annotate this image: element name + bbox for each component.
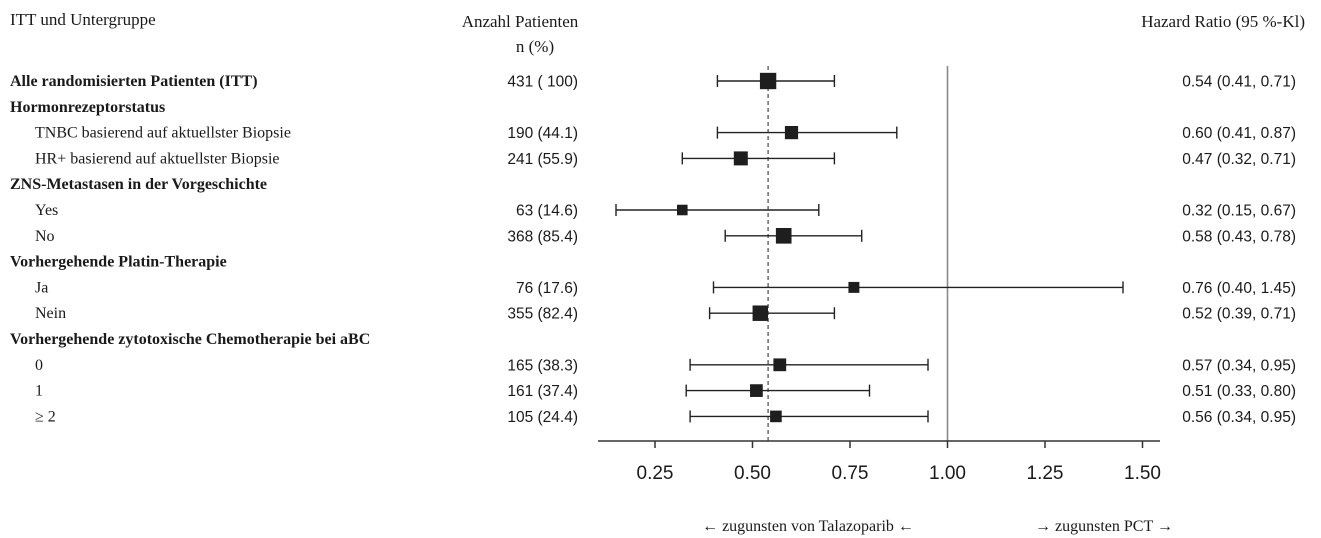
hazard-ratio-ci: 0.52 (0.39, 0.71) (1182, 306, 1296, 323)
subgroup-label: Yes (35, 202, 58, 219)
hazard-ratio-point (752, 305, 769, 321)
hazard-ratio-ci: 0.47 (0.32, 0.71) (1182, 151, 1296, 168)
x-tick-label: 1.25 (1027, 463, 1064, 484)
subgroup-label: 0 (35, 357, 43, 374)
patient-count: 241 (55.9) (507, 151, 578, 168)
plot-layer: 0.25 0.50 0.75 1.00 1.25 1.50 (598, 66, 1161, 484)
patient-count: 431 ( 100) (507, 74, 578, 91)
patient-count: 355 (82.4) (507, 306, 578, 323)
x-tick-label: 0.75 (832, 463, 869, 484)
patient-count: 161 (37.4) (507, 383, 578, 400)
group-heading: Alle randomisierten Patienten (ITT) (10, 73, 258, 90)
n-percent-header: n (%) (516, 37, 554, 56)
patient-count: 165 (38.3) (507, 357, 578, 374)
favors-pct-label: → zugunsten PCT → (1035, 518, 1173, 535)
subgroup-label: TNBC basierend auf aktuellster Biopsie (35, 125, 291, 142)
group-heading: Hormonrezeptorstatus (10, 99, 165, 116)
hazard-ratio-ci: 0.56 (0.34, 0.95) (1182, 409, 1296, 426)
subgroup-label: Nein (35, 305, 66, 322)
hazard-ratio-ci: 0.32 (0.15, 0.67) (1182, 203, 1296, 220)
group-heading: Vorhergehende zytotoxische Chemotherapie… (10, 331, 370, 348)
x-tick-label: 0.50 (734, 463, 771, 484)
n-header: Anzahl Patienten (462, 12, 579, 31)
subgroup-label: 1 (35, 383, 43, 400)
hazard-ratio-point (677, 204, 688, 216)
hazard-ratio-ci: 0.51 (0.33, 0.80) (1182, 383, 1296, 400)
group-heading: ZNS-Metastasen in der Vorgeschichte (10, 176, 267, 193)
hazard-ratio-point (784, 125, 799, 140)
patient-count: 105 (24.4) (507, 409, 578, 426)
hazard-ratio-point (848, 281, 860, 293)
subgroup-header: ITT und Untergruppe (10, 10, 156, 29)
group-heading: Vorhergehende Platin-Therapie (10, 254, 227, 271)
patient-count: 63 (14.6) (516, 203, 578, 220)
subgroup-label: ≥ 2 (35, 408, 56, 425)
hazard-ratio-point (770, 410, 782, 423)
subgroup-label: HR+ basierend auf aktuellster Biopsie (35, 150, 280, 167)
favors-talazoparib-label: ← zugunsten von Talazoparib ← (702, 518, 914, 535)
subgroup-label: No (35, 228, 55, 245)
hazard-ratio-ci: 0.60 (0.41, 0.87) (1182, 125, 1296, 142)
x-tick-label: 1.00 (929, 463, 966, 484)
hazard-ratio-point (733, 151, 748, 166)
patient-count: 368 (85.4) (507, 228, 578, 245)
x-tick-label: 1.50 (1124, 463, 1161, 484)
hazard-ratio-ci: 0.57 (0.34, 0.95) (1182, 357, 1296, 374)
rows-layer: Alle randomisierten Patienten (ITT) 431 (… (10, 73, 1296, 426)
hazard-ratio-ci: 0.76 (0.40, 1.45) (1182, 280, 1296, 297)
hazard-ratio-point (773, 358, 787, 372)
x-tick-label: 0.25 (637, 463, 674, 484)
hazard-ratio-point (775, 227, 792, 244)
hazard-ratio-point (750, 384, 763, 397)
hazard-ratio-header: Hazard Ratio (95 %-Kl) (1141, 12, 1305, 31)
subgroup-label: Ja (35, 279, 48, 296)
hazard-ratio-point (759, 72, 777, 90)
hazard-ratio-ci: 0.54 (0.41, 0.71) (1182, 74, 1296, 91)
patient-count: 76 (17.6) (516, 280, 578, 297)
patient-count: 190 (44.1) (507, 125, 578, 142)
hazard-ratio-ci: 0.58 (0.43, 0.78) (1182, 228, 1296, 245)
